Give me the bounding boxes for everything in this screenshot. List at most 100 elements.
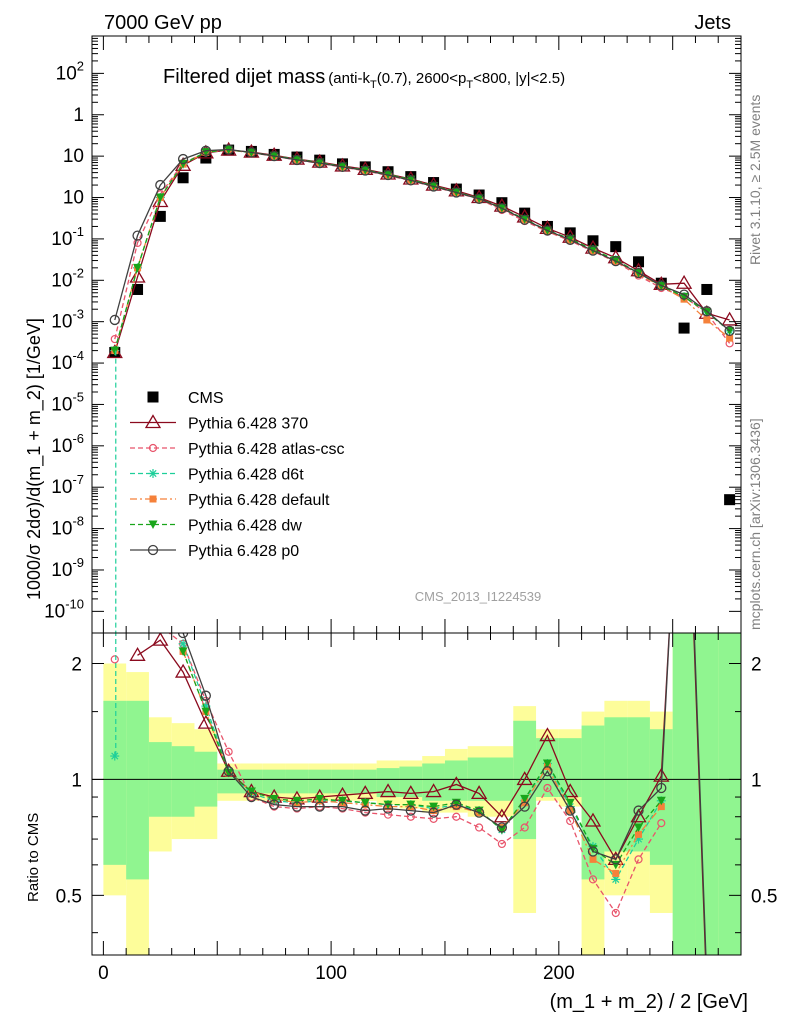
ratio-point-p0 [610,854,621,865]
ratio-point-p0 [382,803,394,814]
band-green-bin [171,746,195,817]
main-point-p0 [701,305,712,317]
ratio-series-p0 [177,633,707,955]
ratio-point-atlas [520,823,529,832]
ratio-point-d6t [110,751,120,761]
main-point-cms [496,197,508,209]
band-green-bin [103,700,127,865]
ratio-point-atlas [475,823,484,832]
band-green-bin [285,769,309,794]
ratio-point-atlas [566,816,575,826]
band-green-bin [376,768,400,798]
ratio-point-p0 [291,801,303,812]
ratio-ylabel: Ratio to CMS [25,813,42,902]
main-point-p370 [129,268,146,283]
ratio-point-dw [178,647,188,656]
main-point-p0 [587,245,599,256]
main-ytick-label: 10-8 [51,514,84,540]
band-green-bin [126,700,149,880]
main-ytick-label: 10-1 [51,224,84,250]
ratio-point-p0 [405,805,416,816]
main-point-p370 [721,311,738,326]
main-point-p0 [246,147,257,158]
main-curves [106,141,738,633]
ratio-point-p0 [496,822,508,833]
ratio-point-dw [634,823,644,833]
main-line-p0 [114,148,731,332]
analysis-id: CMS_2013_I1224539 [415,589,542,604]
main-point-p0 [724,325,735,337]
ratio-line-atlas [168,633,662,915]
ratio-point-atlas [611,908,620,918]
main-ylabel: 1000/σ 2dσ)/d(m_1 + m_2) [1/GeV] [24,318,45,600]
main-series-p370 [106,141,738,359]
main-line-p370 [114,149,730,353]
ratio-point-p0 [269,799,280,810]
band-green-bin [422,763,445,801]
xtick-label: 100 [315,963,347,984]
ratio-point-atlas [497,839,506,849]
legend-marker [149,495,157,503]
main-ytick-label: 10-9 [51,555,84,581]
legend: CMS Pythia 6.428 370 Pythia 6.428 atlas-cs… [130,390,345,560]
main-ytick-label: 10-6 [51,431,84,457]
ratio-point-dw [360,798,370,808]
band-green-bin [444,760,468,801]
main-point-p0 [360,165,371,176]
main-point-p0 [200,145,212,156]
main-point-p0 [382,169,394,181]
main-point-default [703,316,711,324]
ratio-point-atlas [543,783,552,793]
ratio-point-p0 [587,846,599,857]
ratio-point-atlas [452,812,461,821]
ratio-point-p0 [428,807,439,818]
ratio-point-p0 [519,801,530,812]
main-ytick-label: 10-3 [51,307,84,333]
main-ytick-label: 1 [73,105,84,126]
main-point-p0 [610,256,621,267]
ratio-frame [91,632,742,956]
ratio-point-p370 [562,783,579,798]
ratio-point-default [589,855,597,863]
legend-marker [148,443,158,453]
main-ytick-label: 10-5 [51,389,84,415]
main-point-p0 [269,150,280,162]
legend-entry-d6t: Pythia 6.428 d6t [130,467,304,484]
main-series-atlas [110,145,734,348]
ratio-point-dw [429,802,439,812]
ratio-curves [92,633,741,955]
ratio-point-dw [246,787,256,797]
ratio-point-p370 [470,785,488,800]
header-left: 7000 GeV pp [104,12,222,34]
ratio-point-p370 [174,663,192,678]
ratio-point-p0 [542,766,553,777]
ratio-point-p370 [402,785,419,800]
main-series-p0 [109,144,735,337]
ratio-point-dw [406,800,416,810]
main-point-atlas [133,238,142,248]
ratio-point-dw [201,707,211,717]
ratio-point-atlas [657,819,666,828]
ratio-line-dw [182,651,662,866]
ratio-point-atlas [634,855,643,864]
ratio-point-atlas [406,812,415,821]
ratio-point-p370 [493,808,511,823]
main-point-p0 [223,144,234,155]
band-green-bin [627,717,650,852]
ratio-point-p0 [360,805,371,816]
main-point-p0 [565,234,576,245]
header-right: Jets [694,12,731,34]
main-point-p0 [473,193,485,204]
band-green-bin [718,633,741,955]
ratio-point-atlas [110,655,119,664]
main-point-p0 [656,280,667,291]
legend-label: CMS [188,390,224,407]
main-ytick-label: 10-10 [44,596,84,622]
main-point-p0 [405,175,416,186]
ratio-point-default [635,830,643,838]
main-point-dw [110,346,120,356]
chart-title: Filtered dijet mass (anti-kT(0.7), 2600<p… [163,66,565,91]
ratio-ytick-label-right: 1 [751,770,762,791]
ratio-point-dw [565,798,575,808]
